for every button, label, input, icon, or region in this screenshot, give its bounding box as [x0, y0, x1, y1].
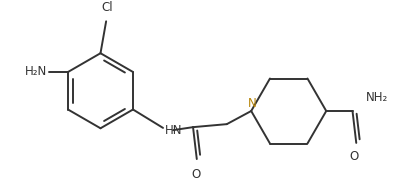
Text: O: O: [350, 150, 359, 163]
Text: O: O: [191, 168, 200, 181]
Text: H₂N: H₂N: [25, 65, 47, 78]
Text: N: N: [247, 97, 256, 110]
Text: HN: HN: [165, 124, 182, 137]
Text: Cl: Cl: [101, 1, 113, 14]
Text: NH₂: NH₂: [366, 91, 388, 104]
